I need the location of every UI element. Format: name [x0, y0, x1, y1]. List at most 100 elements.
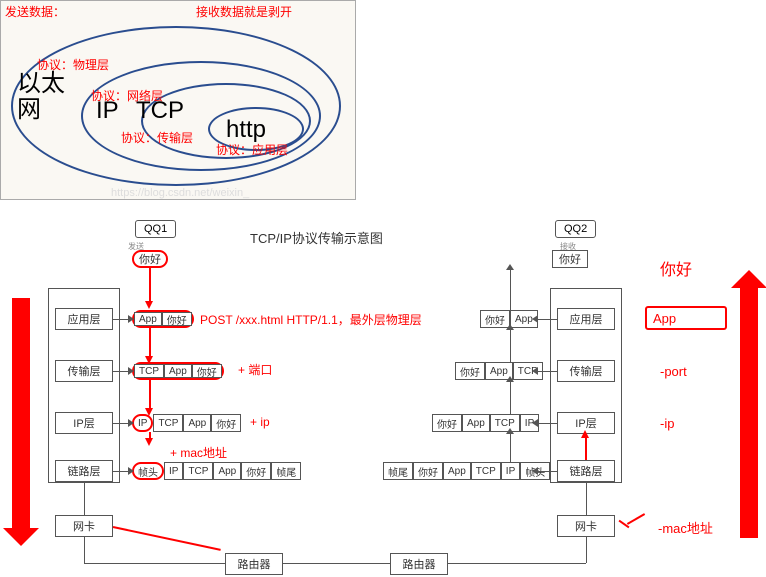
link-h-app-l-head — [128, 315, 134, 323]
packet-left-ip: IP TCP App 你好 — [132, 414, 241, 432]
vline-r1-h — [506, 324, 514, 330]
annot-app: POST /xxx.html HTTP/1.1，最外层物理层 — [200, 311, 422, 328]
big-red-arrow-up — [740, 288, 758, 538]
layer-app-left: 应用层 — [55, 308, 113, 330]
right-port: -port — [660, 364, 687, 379]
red-v2 — [149, 380, 151, 410]
line-nic-down-l — [84, 537, 85, 563]
label-ethernet: 以太网 — [17, 71, 65, 124]
diagram-title: TCP/IP协议传输示意图 — [250, 228, 383, 247]
seg: 帧尾 — [271, 462, 301, 480]
seg: App — [462, 414, 490, 432]
line-stack-nic-r — [586, 483, 587, 515]
layer-link-right: 链路层 — [557, 460, 615, 482]
hello-right: 你好 — [552, 250, 588, 268]
packet-right-ip: 你好 App TCP IP — [432, 414, 539, 432]
red-v1 — [149, 328, 151, 358]
seg: TCP — [490, 414, 520, 432]
line-stack-nic-l — [84, 483, 85, 515]
layer-link-left: 链路层 — [55, 460, 113, 482]
right-mac: -mac地址 — [658, 518, 713, 537]
send-data-label: 发送数据： — [5, 3, 65, 20]
vline-r0 — [510, 268, 511, 310]
layer-tcp-right: 传输层 — [557, 360, 615, 382]
packet-left-tcp: TCP App 你好 — [132, 362, 224, 380]
seg: App — [443, 462, 471, 480]
watermark-text: https://blog.csdn.net/weixin_ — [111, 187, 249, 199]
nic-right: 网卡 — [557, 515, 615, 537]
vline-r2 — [510, 380, 511, 414]
seg: 帧头 — [132, 462, 164, 480]
annot-mac: + mac地址 — [170, 444, 227, 461]
link-h-ip-r-head — [532, 419, 538, 427]
layer-ip-left: IP层 — [55, 412, 113, 434]
qq2-box: QQ2 — [555, 220, 596, 238]
big-red-arrow-down — [12, 298, 30, 528]
seg: TCP — [134, 364, 164, 378]
annot-ip: + ip — [250, 415, 270, 429]
nic-left: 网卡 — [55, 515, 113, 537]
seg: App — [183, 414, 211, 432]
vline-r2-h — [506, 376, 514, 382]
line-nic-router-l — [84, 563, 225, 564]
seg: 你好 — [162, 312, 192, 326]
red-arrow-hello-app — [149, 268, 151, 303]
seg: IP — [501, 462, 520, 480]
hello-left: 你好 — [132, 250, 168, 268]
right-app: App — [653, 311, 676, 326]
red-up-link-ip — [585, 436, 587, 460]
right-hello: 你好 — [660, 256, 692, 280]
seg: 你好 — [432, 414, 462, 432]
line-nic-down-r — [586, 537, 587, 563]
seg: IP — [164, 462, 183, 480]
seg: App — [213, 462, 241, 480]
seg: 你好 — [211, 414, 241, 432]
annot-network: 协议：网络层 — [91, 87, 163, 104]
seg: App — [134, 312, 162, 326]
label-http: http — [226, 116, 266, 144]
line-router-router — [283, 563, 390, 564]
red-up-link-ip-head — [581, 430, 589, 438]
vline-r3-h — [506, 428, 514, 434]
red-arrow-hello-app-head — [145, 301, 153, 309]
top-ellipse-diagram: 发送数据： 接收数据就是剥开 以太网 IP TCP http 协议：物理层 协议… — [0, 0, 356, 200]
link-h-link-r-head — [532, 467, 538, 475]
tcpip-diagram: TCP/IP协议传输示意图 QQ1 QQ2 发送 接收 你好 你好 应用层 传输… — [0, 208, 766, 577]
router-2: 路由器 — [390, 553, 448, 575]
seg: TCP — [153, 414, 183, 432]
link-h-app-r — [537, 319, 557, 320]
annot-application: 协议：应用层 — [216, 141, 288, 158]
seg: IP — [132, 414, 153, 432]
recv-data-label: 接收数据就是剥开 — [196, 3, 292, 20]
link-h-ip-r — [537, 423, 557, 424]
link-h-link-r — [537, 471, 557, 472]
red-v1-head — [145, 356, 153, 364]
link-h-tcp-l-head — [128, 367, 134, 375]
seg: 你好 — [241, 462, 271, 480]
seg: 你好 — [192, 364, 222, 378]
red-v2-head — [145, 408, 153, 416]
right-app-box: App — [645, 306, 727, 330]
seg: 帧尾 — [383, 462, 413, 480]
vline-r0-h — [506, 264, 514, 270]
annot-transport: 协议：传输层 — [121, 129, 193, 146]
red-v3-head — [145, 438, 153, 446]
link-h-ip-l-head — [128, 419, 134, 427]
line-router-nic-r — [448, 563, 586, 564]
vline-r1 — [510, 328, 511, 362]
seg: 你好 — [455, 362, 485, 380]
router-1: 路由器 — [225, 553, 283, 575]
red-squiggle — [113, 526, 221, 551]
link-h-tcp-r-head — [532, 367, 538, 375]
packet-right-link: 帧尾 你好 App TCP IP 帧头 — [383, 462, 550, 480]
seg: TCP — [183, 462, 213, 480]
packet-left-link: 帧头 IP TCP App 你好 帧尾 — [132, 462, 301, 480]
annot-physical: 协议：物理层 — [37, 56, 109, 73]
layer-app-right: 应用层 — [557, 308, 615, 330]
packet-right-tcp: 你好 App TCP — [455, 362, 543, 380]
seg: App — [164, 364, 192, 378]
qq1-box: QQ1 — [135, 220, 176, 238]
vline-r3 — [510, 432, 511, 462]
layer-tcp-left: 传输层 — [55, 360, 113, 382]
seg: TCP — [471, 462, 501, 480]
